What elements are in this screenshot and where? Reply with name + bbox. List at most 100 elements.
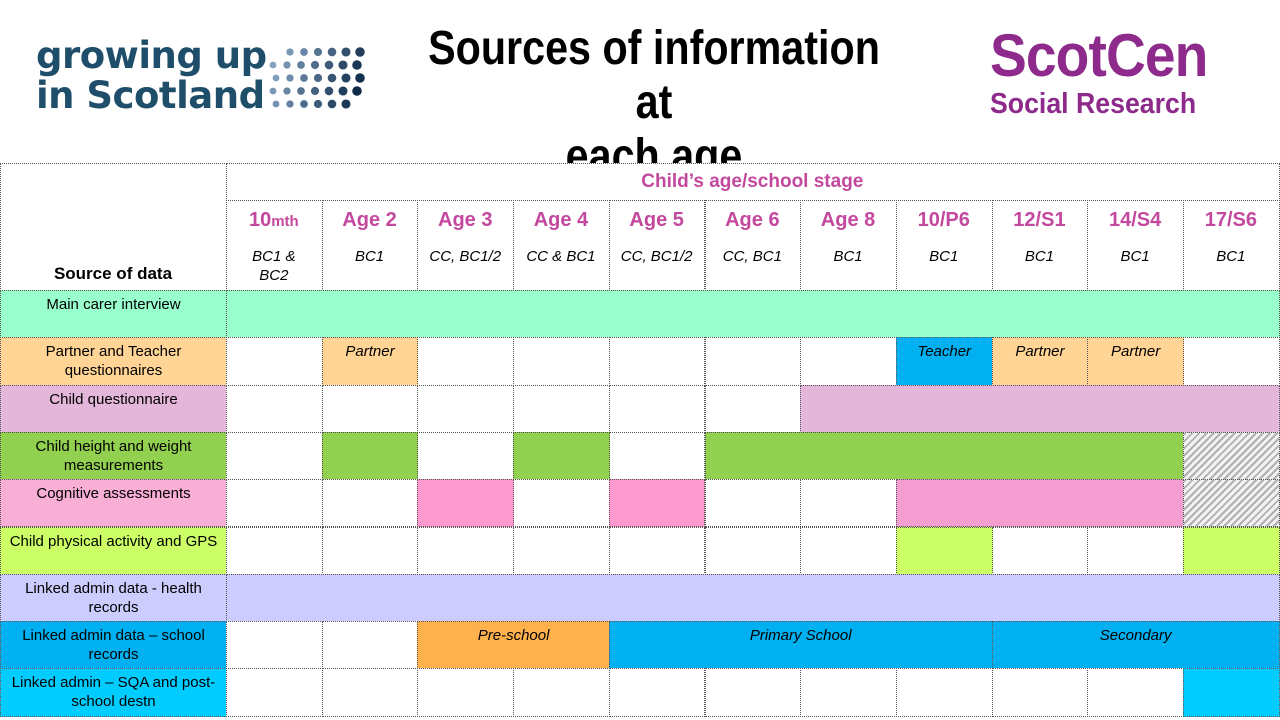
empty-cell [226, 668, 323, 717]
empty-cell [991, 668, 1089, 717]
data-cell [895, 526, 993, 575]
data-cell [513, 431, 610, 481]
data-cell: Partner [1087, 337, 1184, 386]
cohort-label: BC1 [1216, 248, 1246, 265]
data-cell [226, 573, 1280, 623]
empty-cell [704, 384, 802, 433]
row-label: Child questionnaire [0, 384, 227, 433]
empty-cell [226, 337, 323, 386]
sources-table: Source of data Child’s age/school stage 10… [0, 163, 1280, 717]
age-header-cell [1183, 200, 1280, 291]
data-cell: Pre-school [417, 621, 610, 670]
empty-cell [226, 479, 323, 528]
data-cell: Partner [321, 337, 419, 386]
scotcen-logo: ScotCen Social Research [990, 26, 1240, 121]
data-cell [226, 290, 1280, 339]
gus-logo-line2: in Scotland [36, 74, 265, 117]
scotcen-line2: Social Research [990, 88, 1197, 120]
cohort-label: CC, BC1/2 [620, 248, 693, 265]
empty-cell [800, 479, 897, 528]
data-cell [1183, 668, 1280, 717]
age-label: 10/P6 [917, 209, 970, 231]
age-header-cell [704, 200, 802, 291]
empty-cell [321, 526, 419, 575]
empty-cell [704, 337, 802, 386]
data-cell [608, 479, 706, 528]
age-header-cell [226, 200, 323, 291]
data-cell: Partner [991, 337, 1089, 386]
row-label: Cognitive assessments [0, 479, 227, 528]
empty-cell [608, 526, 706, 575]
empty-cell [513, 526, 610, 575]
age-label: Age 5 [629, 209, 684, 231]
data-cell [800, 384, 1280, 433]
age-label: Age 6 [725, 209, 780, 231]
row-label: Linked admin data – school records [0, 621, 227, 670]
cohort-label: BC1 & BC2 [252, 248, 296, 284]
empty-cell [417, 431, 515, 481]
age-span-header: Child’s age/school stage [641, 171, 864, 192]
empty-cell [608, 337, 706, 386]
row-label: Linked admin – SQA and post-school destn [0, 668, 227, 717]
empty-cell [800, 668, 897, 717]
row-label: Partner and Teacher questionnaires [0, 337, 227, 386]
gus-logo-text: growing up in Scotland [36, 36, 267, 116]
age-label: Age 4 [533, 209, 589, 231]
empty-cell [417, 668, 515, 717]
empty-cell [513, 668, 610, 717]
empty-cell [1087, 668, 1184, 717]
data-cell: Primary School [608, 621, 993, 670]
growing-up-in-scotland-logo: growing up in Scotland [36, 36, 376, 126]
age-label: 17/S6 [1204, 209, 1257, 231]
data-cell [1183, 479, 1280, 528]
data-cell [1183, 431, 1280, 481]
slide-title: Sources of information at each age [418, 22, 889, 184]
empty-cell [321, 668, 419, 717]
age-header-cell [1087, 200, 1184, 291]
slide-header: growing up in Scotland Sources of inform… [0, 0, 1280, 183]
empty-cell [513, 337, 610, 386]
empty-cell [895, 668, 993, 717]
empty-cell [417, 337, 515, 386]
age-header-cell [321, 200, 419, 291]
empty-cell [1087, 526, 1184, 575]
age-label: Age 2 [342, 209, 397, 231]
row-label: Child height and weight measurements [0, 431, 227, 481]
data-cell [417, 479, 515, 528]
empty-cell [321, 621, 419, 670]
data-cell [895, 479, 1184, 528]
empty-cell [226, 384, 323, 433]
cohort-label: BC1 [1120, 248, 1150, 265]
title-line1: Sources of information at [428, 22, 880, 129]
empty-cell [513, 479, 610, 528]
data-cell [321, 431, 419, 481]
empty-cell [704, 526, 802, 575]
empty-cell [608, 431, 706, 481]
empty-cell [991, 526, 1089, 575]
cohort-label: CC & BC1 [526, 248, 596, 265]
empty-cell [321, 384, 419, 433]
empty-cell [608, 668, 706, 717]
cohort-label: BC1 [354, 248, 385, 265]
empty-cell [1183, 337, 1280, 386]
row-label: Linked admin data - health records [0, 573, 227, 623]
empty-cell [704, 479, 802, 528]
row-label: Child physical activity and GPS [0, 526, 227, 575]
empty-cell [800, 526, 897, 575]
empty-cell [226, 526, 323, 575]
source-of-data-label: Source of data [53, 264, 173, 283]
gus-dots-icon [269, 47, 365, 109]
cohort-label: CC, BC1/2 [429, 248, 502, 265]
data-cell: Teacher [895, 337, 993, 386]
gus-logo-line1: growing up [36, 34, 267, 77]
age-header-cell [800, 200, 897, 291]
data-cell [704, 431, 1184, 481]
data-cell [1183, 526, 1280, 575]
empty-cell [417, 526, 515, 575]
empty-cell [321, 479, 419, 528]
empty-cell [417, 384, 515, 433]
cohort-label: BC1 [929, 248, 959, 265]
source-header-cell [0, 163, 227, 291]
age-label: 10mth [248, 209, 299, 231]
empty-cell [800, 337, 897, 386]
